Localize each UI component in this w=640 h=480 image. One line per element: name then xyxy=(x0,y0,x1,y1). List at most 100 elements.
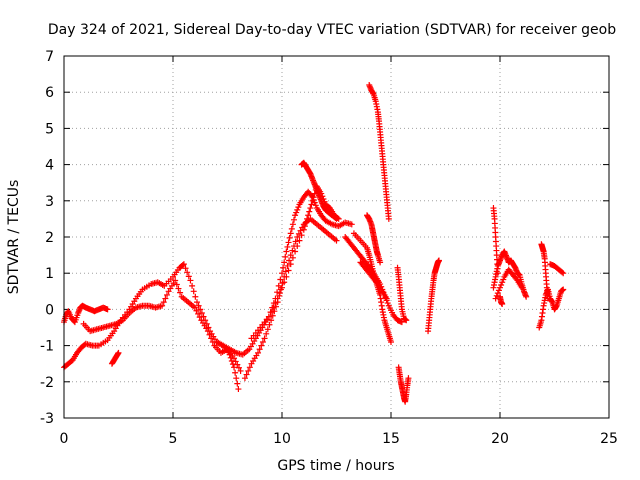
data-point xyxy=(497,284,503,291)
data-point xyxy=(264,326,271,333)
data-point xyxy=(493,292,500,299)
data-point xyxy=(280,264,287,271)
data-point xyxy=(498,281,505,288)
data-point xyxy=(271,308,278,315)
x-axis-label: GPS time / hours xyxy=(277,458,394,474)
y-tick-label: 0 xyxy=(45,302,54,318)
y-tick-label: -1 xyxy=(40,339,54,355)
data-point xyxy=(298,232,305,239)
data-point xyxy=(259,338,266,345)
data-point xyxy=(196,314,203,321)
data-point xyxy=(499,279,506,286)
data-point xyxy=(274,295,281,302)
data-point xyxy=(309,197,316,204)
data-point xyxy=(184,269,191,276)
data-point xyxy=(287,261,294,268)
data-point xyxy=(258,342,265,349)
data-point xyxy=(284,243,291,250)
data-point xyxy=(241,375,248,382)
x-tick-label: 15 xyxy=(382,431,400,447)
data-point xyxy=(198,310,205,317)
data-point xyxy=(494,290,501,297)
data-point xyxy=(305,212,312,219)
data-point xyxy=(398,319,405,326)
data-point xyxy=(289,247,296,254)
data-point xyxy=(246,364,253,371)
data-point xyxy=(189,282,196,289)
data-point xyxy=(204,328,211,335)
data-point xyxy=(300,226,307,233)
x-tick-label: 10 xyxy=(273,431,291,447)
data-point xyxy=(266,321,273,328)
data-point xyxy=(301,223,308,230)
data-point xyxy=(269,312,276,319)
data-point xyxy=(385,215,392,222)
data-point xyxy=(179,262,186,269)
data-point xyxy=(208,335,215,342)
data-point xyxy=(296,237,303,244)
data-point xyxy=(272,300,279,307)
data-point xyxy=(270,304,277,311)
data-point xyxy=(403,317,410,324)
data-point xyxy=(160,299,167,306)
data-point xyxy=(283,248,290,255)
data-point xyxy=(206,331,213,338)
data-point xyxy=(245,367,252,374)
data-point xyxy=(277,276,284,283)
data-point xyxy=(560,270,567,277)
plot-frame xyxy=(63,55,610,419)
data-point xyxy=(282,253,289,260)
data-point xyxy=(383,295,390,302)
data-point xyxy=(513,276,520,283)
data-point xyxy=(282,268,289,275)
tick-labels-layer: 0 5 10 15 20 25 -3 -2 -1 0 1 2 3 4 5 6 7 xyxy=(40,49,618,447)
data-point xyxy=(232,358,239,365)
data-point xyxy=(523,293,530,300)
data-point xyxy=(332,214,339,221)
data-point xyxy=(274,289,281,296)
data-point xyxy=(159,302,166,309)
data-point xyxy=(195,302,202,309)
chart-title: Day 324 of 2021, Sidereal Day-to-day VTE… xyxy=(48,22,616,38)
data-point xyxy=(268,309,275,316)
y-tick-label: 7 xyxy=(45,49,54,65)
data-point xyxy=(294,243,301,250)
data-point xyxy=(281,259,288,266)
x-tick-label: 5 xyxy=(169,431,178,447)
data-point xyxy=(256,346,263,353)
data-point xyxy=(377,259,384,266)
y-tick-label: 1 xyxy=(45,266,54,282)
data-point xyxy=(373,279,380,286)
data-point xyxy=(559,269,566,276)
data-point xyxy=(231,355,238,362)
data-point xyxy=(187,277,194,284)
data-point xyxy=(286,234,293,241)
data-point xyxy=(284,262,291,269)
data-point xyxy=(279,284,285,291)
data-point xyxy=(292,212,299,219)
data-point xyxy=(243,371,250,378)
data-point xyxy=(164,291,171,298)
data-point xyxy=(290,216,297,223)
data-point xyxy=(287,230,294,237)
data-point xyxy=(294,234,301,240)
data-point xyxy=(275,282,282,289)
data-point xyxy=(297,227,304,234)
data-point xyxy=(384,300,391,307)
data-point xyxy=(233,375,240,382)
data-point xyxy=(173,281,180,288)
data-point xyxy=(180,261,187,268)
data-point xyxy=(295,204,302,211)
data-point xyxy=(234,361,241,368)
y-tick-label: 3 xyxy=(45,194,54,210)
data-point xyxy=(292,248,299,255)
data-point xyxy=(286,257,293,264)
data-point xyxy=(306,208,313,215)
data-point xyxy=(191,304,198,311)
data-point xyxy=(295,230,302,237)
data-point xyxy=(265,313,272,320)
data-points-layer xyxy=(61,81,567,405)
data-point xyxy=(261,335,268,342)
data-point xyxy=(500,276,507,283)
data-point xyxy=(115,349,122,356)
